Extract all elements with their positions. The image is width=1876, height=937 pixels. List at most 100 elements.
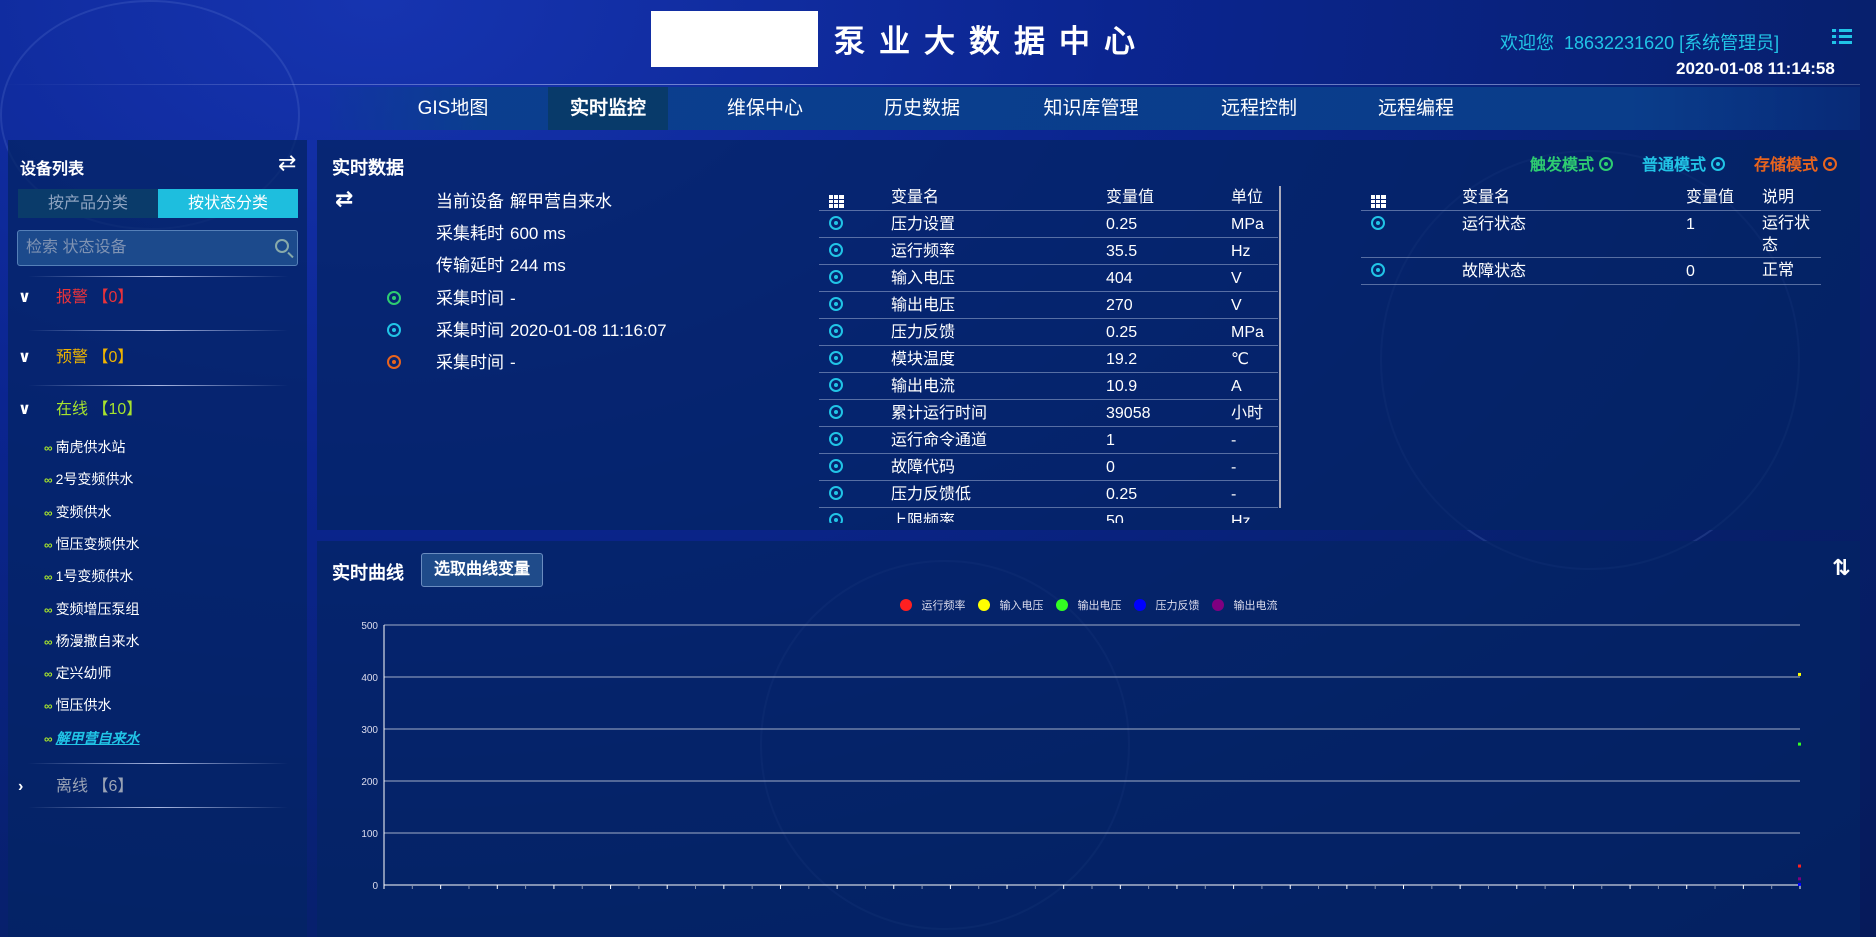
mode-label: 普通模式: [1642, 157, 1707, 174]
group-offline[interactable]: › 离线 【6】: [18, 772, 133, 796]
device-item[interactable]: ∞ 南虎供水站: [44, 437, 126, 457]
nav-remote-control[interactable]: 远程控制: [1220, 98, 1297, 119]
table-row[interactable]: 累计运行时间 39058 小时: [819, 400, 1278, 427]
tab-by-status[interactable]: 按状态分类: [158, 189, 298, 218]
device-item[interactable]: ∞ 解甲营自来水: [44, 728, 140, 748]
grid-icon[interactable]: [829, 184, 844, 211]
device-search[interactable]: [17, 230, 298, 266]
target-icon: [829, 454, 843, 481]
table-cell: 上限频率: [891, 513, 956, 523]
legend-label: 输入电压: [999, 600, 1044, 612]
table-row[interactable]: 模块温度 19.2 ℃: [819, 346, 1278, 373]
search-icon[interactable]: [275, 239, 289, 253]
nav-remote-program[interactable]: 远程编程: [1377, 98, 1454, 119]
table-row[interactable]: 上限频率 50 Hz: [819, 508, 1278, 523]
sort-icon[interactable]: ⇅: [1832, 555, 1851, 580]
table-row[interactable]: 故障状态 0 正常: [1361, 258, 1821, 285]
group-alarm[interactable]: ∨ 报警 【0】: [18, 283, 133, 307]
legend-item[interactable]: 输出电压: [1055, 597, 1122, 613]
group-label: 预警 【0】: [56, 349, 134, 366]
table-scrollbar[interactable]: [1279, 186, 1281, 508]
main-nav: GIS地图 实时监控 维保中心 历史数据 知识库管理 远程控制 远程编程: [330, 87, 1860, 130]
info-label: 当前设备: [436, 192, 504, 211]
table-cell: 0.25: [1106, 486, 1138, 503]
target-icon: [829, 373, 843, 400]
device-name: 恒压变频供水: [55, 535, 140, 552]
table-cell: MPa: [1231, 324, 1264, 341]
y-tick-label: 500: [361, 621, 378, 632]
device-name: 恒压供水: [55, 697, 112, 714]
group-warning[interactable]: ∨ 预警 【0】: [18, 343, 133, 367]
table-row[interactable]: 输出电流 10.9 A: [819, 373, 1278, 400]
table-cell: 输出电压: [891, 297, 956, 314]
mode-label: 触发模式: [1530, 157, 1595, 174]
mode-normal[interactable]: 普通模式: [1642, 151, 1726, 175]
device-item[interactable]: ∞ 杨漫撒自来水: [44, 631, 140, 651]
group-label: 离线 【6】: [56, 778, 134, 795]
group-label: 报警 【0】: [56, 289, 134, 306]
device-item[interactable]: ∞ 恒压供水: [44, 695, 112, 715]
table-cell: V: [1231, 270, 1242, 287]
device-item[interactable]: ∞ 2号变频供水: [44, 469, 133, 489]
search-input[interactable]: [18, 231, 258, 265]
swap-icon[interactable]: ⇄: [278, 150, 297, 175]
nav-maintenance[interactable]: 维保中心: [726, 98, 803, 119]
nav-history[interactable]: 历史数据: [883, 98, 960, 119]
legend-item[interactable]: 输出电流: [1211, 597, 1278, 613]
table-cell: 1: [1686, 216, 1695, 233]
list-menu-icon[interactable]: [1832, 29, 1852, 47]
device-item[interactable]: ∞ 变频增压泵组: [44, 599, 140, 619]
table-cell: -: [1231, 432, 1237, 449]
datetime: 2020-01-08 11:14:58: [1676, 59, 1835, 78]
table-cell: 10.9: [1106, 378, 1138, 395]
legend-label: 压力反馈: [1155, 600, 1200, 612]
username[interactable]: 18632231620 [系统管理员]: [1564, 33, 1780, 53]
nav-realtime-monitor[interactable]: 实时监控: [548, 87, 668, 130]
table-row[interactable]: 故障代码 0 -: [819, 454, 1278, 481]
table-row[interactable]: 输入电压 404 V: [819, 265, 1278, 292]
grid-icon[interactable]: [1371, 184, 1386, 211]
column-header: 说明: [1762, 189, 1795, 206]
target-icon: [829, 292, 843, 319]
table-row[interactable]: 运行状态 1 运行状态: [1361, 211, 1821, 258]
table-cell: 1: [1106, 432, 1115, 449]
group-online[interactable]: ∨ 在线 【10】: [18, 395, 142, 419]
legend-item[interactable]: 运行频率: [899, 597, 966, 613]
target-icon: [387, 355, 401, 369]
table-row[interactable]: 压力反馈 0.25 MPa: [819, 319, 1278, 346]
legend-item[interactable]: 压力反馈: [1133, 597, 1200, 613]
table-cell: 50: [1106, 513, 1124, 523]
device-item[interactable]: ∞ 定兴幼师: [44, 663, 112, 683]
tab-by-product[interactable]: 按产品分类: [18, 189, 158, 218]
device-item[interactable]: ∞ 恒压变频供水: [44, 534, 140, 554]
legend-label: 输出电流: [1233, 600, 1278, 612]
legend-item[interactable]: 输入电压: [977, 597, 1044, 613]
mode-storage[interactable]: 存储模式: [1754, 151, 1838, 175]
user-info[interactable]: 欢迎您 18632231620 [系统管理员]: [1500, 29, 1789, 55]
table-row[interactable]: 压力反馈低 0.25 -: [819, 481, 1278, 508]
table-row[interactable]: 输出电压 270 V: [819, 292, 1278, 319]
legend-swatch: [899, 599, 912, 611]
target-icon: [829, 481, 843, 508]
swap-device-icon[interactable]: ⇄: [335, 186, 354, 211]
device-name: 变频增压泵组: [55, 600, 140, 617]
link-icon: ∞: [44, 699, 53, 714]
select-variables-button[interactable]: 选取曲线变量: [421, 553, 543, 587]
table-cell: 运行状态: [1762, 215, 1811, 254]
link-icon: ∞: [44, 441, 53, 455]
data-point: [1798, 864, 1801, 868]
device-item[interactable]: ∞ 变频供水: [44, 502, 112, 522]
y-tick-label: 100: [361, 829, 378, 840]
mode-trigger[interactable]: 触发模式: [1530, 151, 1614, 175]
target-icon: [387, 322, 401, 337]
table-cell: ℃: [1231, 351, 1249, 368]
table-cell: 运行频率: [891, 243, 956, 260]
link-icon: ∞: [44, 537, 53, 552]
table-row[interactable]: 运行频率 35.5 Hz: [819, 238, 1278, 265]
nav-gis-map[interactable]: GIS地图: [417, 98, 489, 119]
nav-knowledge[interactable]: 知识库管理: [1043, 98, 1139, 119]
table-row[interactable]: 压力设置 0.25 MPa: [819, 211, 1278, 238]
table-row[interactable]: 运行命令通道 1 -: [819, 427, 1278, 454]
device-item[interactable]: ∞ 1号变频供水: [44, 566, 133, 586]
target-icon: [829, 427, 843, 454]
